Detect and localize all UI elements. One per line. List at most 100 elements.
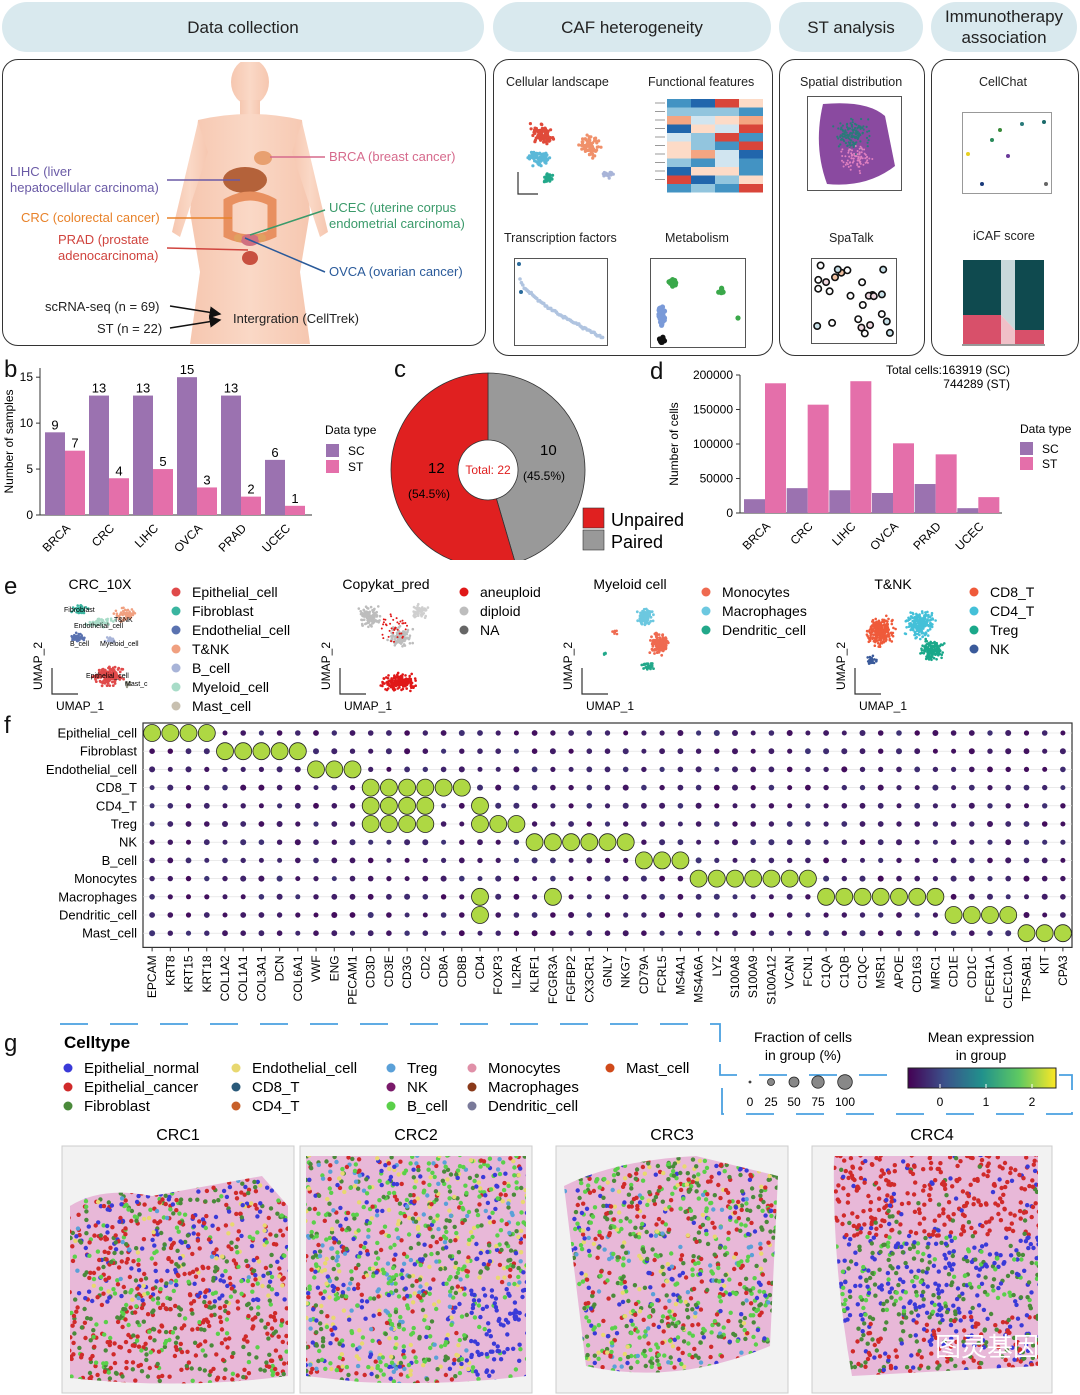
spatial-sample-title: CRC2 bbox=[394, 1127, 438, 1144]
heat-cell bbox=[691, 124, 715, 133]
spatalk-cell bbox=[828, 318, 837, 327]
dotplot-dot bbox=[240, 912, 247, 918]
umap-point bbox=[413, 677, 417, 680]
spatial-spot bbox=[243, 1184, 248, 1190]
umap-point bbox=[655, 646, 659, 650]
dotplot-dot bbox=[222, 875, 228, 882]
spatial-point bbox=[863, 152, 866, 155]
dotplot-dot bbox=[768, 784, 775, 791]
dotplot-dot bbox=[276, 730, 283, 736]
dotplot-row-label: Treg bbox=[111, 817, 137, 832]
spatial-spot bbox=[203, 1225, 208, 1231]
dotplot-dot bbox=[659, 912, 666, 918]
dotplot-dot bbox=[550, 857, 556, 864]
spatial-spot bbox=[217, 1305, 223, 1311]
umap-legend-dot bbox=[701, 625, 711, 635]
spatial-spot bbox=[99, 1302, 105, 1308]
spatial-spot bbox=[230, 1377, 235, 1382]
dotplot-dot bbox=[531, 912, 538, 918]
umap-point bbox=[926, 610, 929, 614]
spatial-spot bbox=[130, 1360, 136, 1365]
umap-point bbox=[409, 681, 412, 684]
spatial-spot bbox=[186, 1279, 191, 1284]
tf-point bbox=[517, 262, 521, 266]
dotplot-col-label: FCRL5 bbox=[655, 955, 669, 993]
dotplot-dot bbox=[969, 766, 975, 773]
umap-point bbox=[76, 608, 80, 612]
umap-point bbox=[385, 676, 388, 679]
spatial-spot bbox=[212, 1299, 218, 1304]
dotplot-dot bbox=[1060, 857, 1066, 863]
umap-point bbox=[359, 612, 363, 616]
spatial-spot bbox=[159, 1230, 164, 1236]
umap-point bbox=[882, 618, 886, 622]
spatial-point bbox=[848, 133, 851, 136]
spatial-point bbox=[851, 118, 854, 121]
dotplot-dot bbox=[185, 875, 192, 882]
caf-umap-point bbox=[607, 176, 611, 180]
umap-point bbox=[871, 630, 874, 633]
umap-point bbox=[924, 637, 927, 641]
dotplot-row-label: CD8_T bbox=[96, 780, 137, 795]
spatial-spot bbox=[227, 1336, 232, 1341]
spatalk-cell bbox=[833, 265, 842, 274]
umap-point bbox=[909, 628, 912, 632]
dotplot-dot bbox=[185, 748, 192, 755]
spatial-spot bbox=[204, 1288, 209, 1293]
caf-umap-point bbox=[544, 161, 548, 165]
dotplot-dot bbox=[969, 821, 975, 827]
dotplot-dot bbox=[1005, 875, 1011, 882]
umap-point bbox=[367, 612, 371, 616]
celltype-legend-label: Macrophages bbox=[488, 1079, 579, 1096]
spatial-spot bbox=[98, 1233, 103, 1238]
dotplot-dot bbox=[695, 912, 702, 918]
spatial-point bbox=[851, 149, 853, 152]
spatalk-cell bbox=[866, 321, 875, 330]
spatial-spot bbox=[95, 1199, 101, 1205]
dotplot-dot bbox=[877, 821, 884, 827]
dotplot-dot bbox=[987, 748, 993, 754]
dotplot-dot bbox=[513, 912, 520, 918]
dotplot-dot bbox=[186, 894, 191, 900]
spatial-spot bbox=[178, 1307, 184, 1312]
dotplot-dot bbox=[768, 894, 774, 900]
caf-umap-point bbox=[542, 157, 546, 161]
d-bar bbox=[786, 488, 808, 513]
spatial-spot bbox=[84, 1270, 89, 1275]
dotplot-dot bbox=[659, 893, 665, 900]
spatial-spot bbox=[88, 1356, 93, 1361]
umap-point bbox=[927, 624, 931, 628]
spatial-spot bbox=[135, 1286, 140, 1291]
spatial-spot bbox=[281, 1371, 286, 1377]
umap-point bbox=[110, 619, 113, 622]
caf-umap-point bbox=[543, 126, 547, 130]
spatial-spot bbox=[106, 1250, 111, 1255]
spatial-spot bbox=[83, 1296, 88, 1301]
spatial-spot bbox=[118, 1215, 123, 1221]
d-bar bbox=[744, 499, 765, 513]
spatial-spot bbox=[104, 1361, 109, 1366]
umap-point bbox=[103, 621, 106, 625]
umap-point bbox=[913, 616, 917, 619]
spatial-spot bbox=[428, 1334, 433, 1339]
umap-point bbox=[651, 642, 655, 646]
prad-label: PRAD (prostate adenocarcinoma) bbox=[58, 232, 158, 264]
dotplot-dot bbox=[441, 857, 447, 863]
dotplot-dot bbox=[203, 839, 210, 846]
spatial-spot bbox=[72, 1254, 77, 1259]
dotplot-dot bbox=[987, 893, 993, 900]
spatial-spot bbox=[158, 1286, 163, 1292]
dotplot-col-label: KIT bbox=[1038, 955, 1052, 974]
umap-point bbox=[649, 667, 652, 671]
spatial-spot bbox=[153, 1268, 158, 1274]
dotplot-dot bbox=[513, 766, 520, 773]
spatalk-cell bbox=[830, 273, 839, 282]
umap-point bbox=[97, 617, 101, 621]
dotplot-dot bbox=[495, 748, 502, 754]
umap-point bbox=[98, 621, 101, 625]
panel-letter-g: g bbox=[4, 1030, 18, 1057]
umap-point bbox=[112, 674, 116, 678]
spatial-spot bbox=[178, 1256, 183, 1261]
spatial-spot bbox=[495, 1167, 501, 1172]
dotplot-dot bbox=[404, 766, 410, 773]
